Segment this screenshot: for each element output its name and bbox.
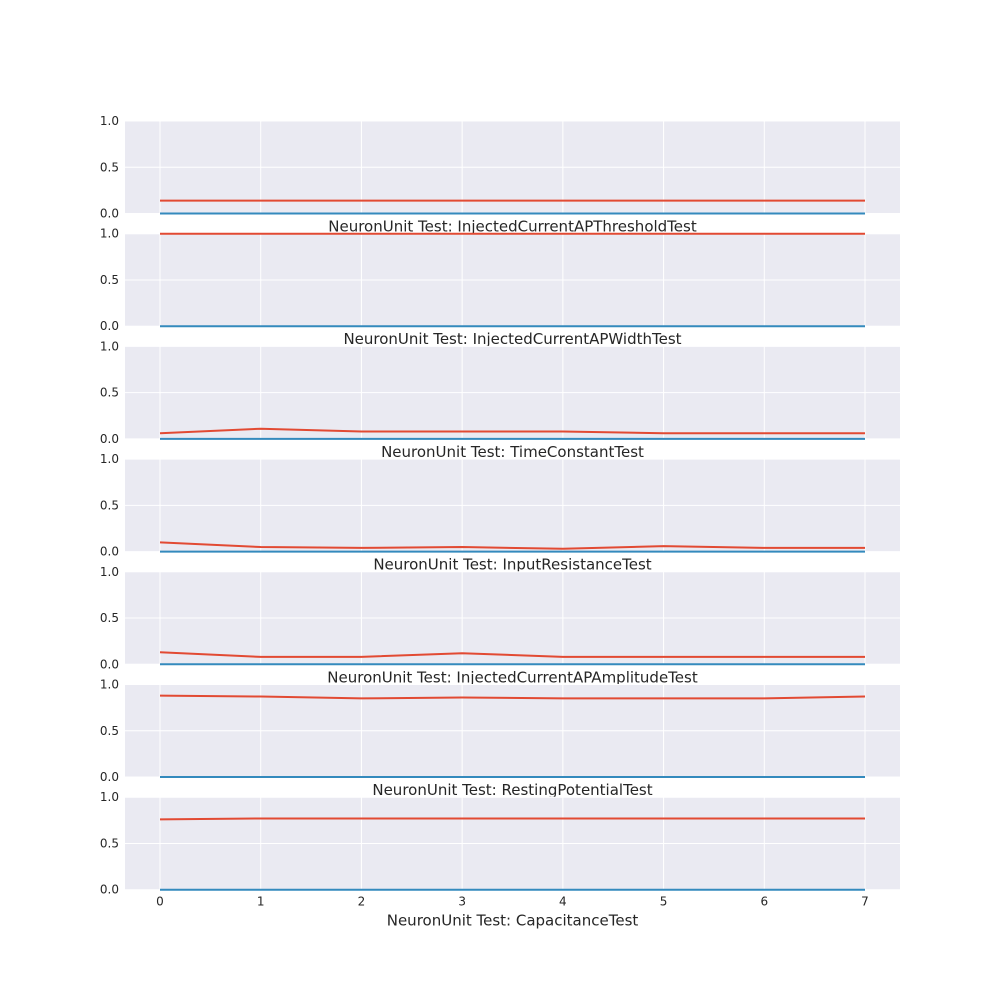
- score-series-line: [159, 817, 865, 821]
- subplot-1: 0.0 0.5 1.0 NeuronUnit Test: InjectedCurren…: [100, 114, 900, 236]
- score-series-line: [159, 694, 866, 700]
- subplot-title: NeuronUnit Test: TimeConstantTest: [381, 443, 644, 461]
- y-tick-label: 0.5: [100, 160, 119, 174]
- y-tick-label: 0.0: [100, 432, 119, 446]
- subplot-title: NeuronUnit Test: CapacitanceTest: [387, 912, 639, 930]
- y-tick-label: 0.5: [100, 386, 119, 400]
- y-tick-label: 0.0: [100, 319, 119, 333]
- x-tick-label: 6: [760, 895, 768, 909]
- y-tick-label: 1.0: [100, 227, 119, 241]
- subplot-title: NeuronUnit Test: InjectedCurrentAPThresh…: [328, 218, 697, 236]
- score-series-line: [159, 541, 865, 550]
- subplot-7: 0.0 0.5 1.0 0 1 2 3 4 5 6 7 NeuronUnit Test: Capaci…: [100, 790, 900, 930]
- y-tick-label: 1.0: [100, 114, 119, 128]
- x-tick-label: 1: [257, 895, 265, 909]
- y-tick-label: 0.0: [100, 883, 119, 897]
- y-tick-label: 0.0: [100, 657, 119, 671]
- subplot-title: NeuronUnit Test: RestingPotentialTest: [372, 781, 652, 799]
- y-tick-label: 1.0: [100, 339, 119, 353]
- subplot-5: 0.0 0.5 1.0 NeuronUnit Test: InjectedCurren…: [100, 565, 900, 686]
- y-tick-label: 0.5: [100, 836, 119, 850]
- subplot-title: NeuronUnit Test: InjectedCurrentAPWidthT…: [343, 330, 681, 348]
- x-tick-label: 3: [458, 895, 466, 909]
- y-tick-label: 0.5: [100, 724, 119, 738]
- score-series-line: [159, 427, 865, 435]
- subplot-2: 0.0 0.5 1.0 NeuronUnit Test: InjectedCurren…: [100, 227, 900, 348]
- y-tick-label: 0.5: [100, 611, 119, 625]
- y-tick-label: 0.0: [100, 770, 119, 784]
- x-tick-label: 0: [156, 895, 164, 909]
- subplot-6: 0.0 0.5 1.0 NeuronUnit Test: RestingPotenti…: [100, 678, 900, 799]
- y-tick-label: 1.0: [100, 452, 119, 466]
- x-tick-label: 2: [358, 895, 366, 909]
- y-tick-label: 1.0: [100, 678, 119, 692]
- subplot-3: 0.0 0.5 1.0 NeuronUnit Test: TimeConstantTe…: [100, 339, 900, 461]
- subplot-4: 0.0 0.5 1.0 NeuronUnit Test: InputResistanc…: [100, 452, 900, 574]
- y-tick-label: 0.0: [100, 545, 119, 559]
- y-tick-label: 0.5: [100, 273, 119, 287]
- x-tick-label: 7: [861, 895, 869, 909]
- x-tick-label: 5: [660, 895, 668, 909]
- subplot-title: NeuronUnit Test: InputResistanceTest: [373, 556, 651, 574]
- y-tick-label: 0.5: [100, 498, 119, 512]
- y-tick-label: 1.0: [100, 565, 119, 579]
- y-tick-label: 0.0: [100, 207, 119, 221]
- x-tick-label: 4: [559, 895, 567, 909]
- score-series-line: [159, 651, 865, 658]
- y-tick-label: 1.0: [100, 790, 119, 804]
- subplot-title: NeuronUnit Test: InjectedCurrentAPAmplit…: [327, 668, 698, 686]
